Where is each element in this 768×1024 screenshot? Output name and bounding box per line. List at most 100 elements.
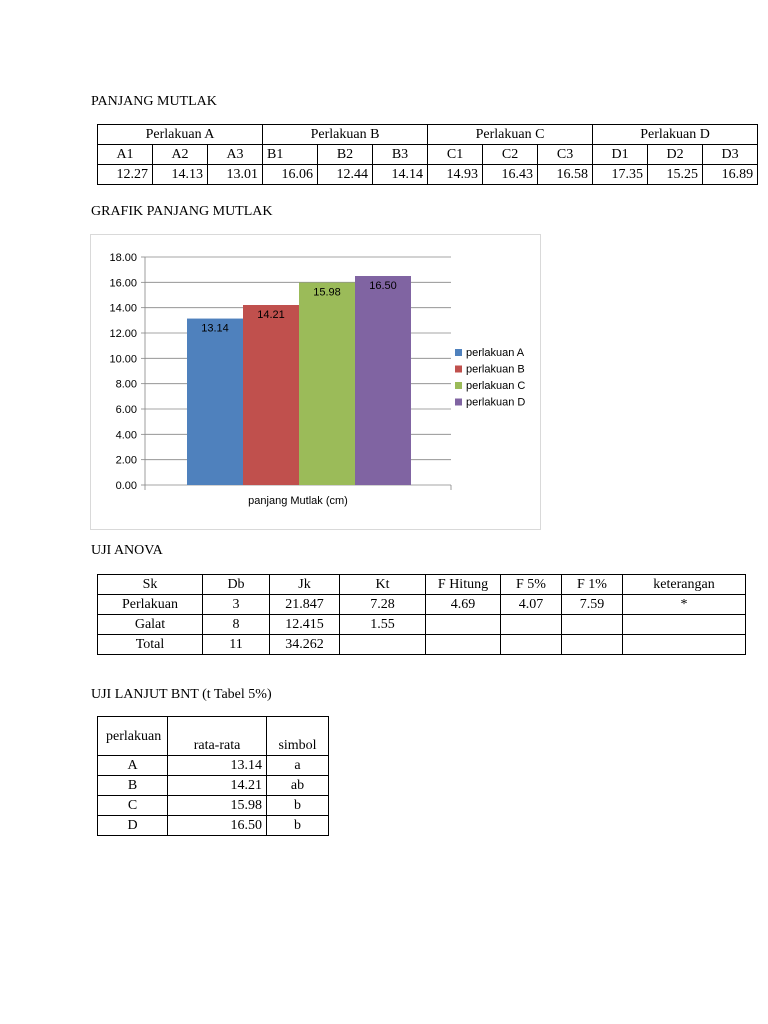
anova-cell	[561, 614, 623, 635]
value-cell: 17.35	[592, 164, 649, 185]
bnt-header: simbol	[266, 716, 329, 756]
bnt-cell: B	[97, 775, 168, 796]
anova-cell: 11	[202, 634, 270, 655]
anova-cell	[561, 634, 623, 655]
bar	[243, 305, 299, 485]
anova-cell	[500, 634, 562, 655]
anova-header: F 5%	[500, 574, 562, 595]
anova-cell: 21.847	[269, 594, 340, 615]
anova-header: F 1%	[561, 574, 623, 595]
value-cell: 16.06	[262, 164, 319, 185]
bnt-cell: a	[266, 755, 329, 776]
code-cell: B2	[317, 144, 374, 165]
legend-label: perlakuan D	[466, 397, 525, 409]
group-header: Perlakuan C	[427, 124, 594, 145]
y-tick-label: 2.00	[116, 455, 137, 467]
anova-row: Total 11 34.262	[97, 634, 746, 655]
code-cell: B3	[372, 144, 429, 165]
bnt-cell: b	[266, 815, 329, 836]
y-tick-label: 0.00	[116, 480, 137, 492]
code-cell: A2	[152, 144, 208, 165]
legend-label: perlakuan C	[466, 380, 525, 392]
anova-cell: 7.28	[339, 594, 426, 615]
anova-cell: 12.415	[269, 614, 340, 635]
anova-table: Sk Db Jk Kt F Hitung F 5% F 1% keteranga…	[97, 574, 746, 655]
bar	[299, 282, 355, 485]
y-tick-label: 10.00	[109, 353, 137, 365]
value-cell: 16.43	[482, 164, 539, 185]
panjang-mutlak-table: Perlakuan A Perlakuan B Perlakuan C Perl…	[96, 124, 759, 185]
bar-chart: 0.00 2.00 4.00 6.00 8.00 10.00 12.00 14.00 16.00…	[90, 234, 541, 530]
bar	[187, 318, 243, 485]
panjang-mutlak-title: PANJANG MUTLAK	[91, 94, 217, 109]
anova-row: Perlakuan 3 21.847 7.28 4.69 4.07 7.59 *	[97, 594, 746, 615]
bnt-cell: 13.14	[167, 755, 267, 776]
value-cell: 16.58	[537, 164, 594, 185]
y-tick-label: 14.00	[109, 303, 137, 315]
anova-cell: *	[622, 594, 746, 615]
code-cell: D3	[702, 144, 759, 165]
bar-chart-svg: 0.00 2.00 4.00 6.00 8.00 10.00 12.00 14.00 16.00…	[109, 252, 525, 507]
anova-cell	[339, 634, 426, 655]
anova-cell: 3	[202, 594, 270, 615]
anova-title: UJI ANOVA	[91, 543, 163, 558]
bnt-cell: b	[266, 795, 329, 816]
anova-cell	[622, 634, 746, 655]
code-cell: B1	[262, 144, 319, 165]
legend-swatch	[455, 398, 462, 406]
value-cell: 16.89	[702, 164, 759, 185]
bnt-table: perlakuan rata-rata simbol A 13.14 a B 1…	[97, 716, 329, 836]
anova-row: Galat 8 12.415 1.55	[97, 614, 746, 635]
code-cell: D1	[592, 144, 649, 165]
anova-cell	[425, 634, 501, 655]
code-cell: D2	[647, 144, 704, 165]
data-label: 13.14	[201, 323, 229, 335]
data-label: 16.50	[369, 280, 397, 292]
code-cell: C1	[427, 144, 484, 165]
anova-cell: 34.262	[269, 634, 340, 655]
anova-cell: 7.59	[561, 594, 623, 615]
value-cell: 14.93	[427, 164, 484, 185]
value-cell: 15.25	[647, 164, 704, 185]
bnt-cell: 14.21	[167, 775, 267, 796]
bnt-row: B 14.21 ab	[97, 775, 329, 796]
anova-header: keterangan	[622, 574, 746, 595]
legend-label: perlakuan B	[466, 364, 525, 376]
anova-cell: 8	[202, 614, 270, 635]
anova-cell	[425, 614, 501, 635]
value-cell: 12.44	[317, 164, 374, 185]
code-cell: C3	[537, 144, 594, 165]
group-header: Perlakuan A	[96, 124, 264, 145]
bnt-header: rata-rata	[167, 716, 267, 756]
code-cell: C2	[482, 144, 539, 165]
y-tick-label: 6.00	[116, 404, 137, 416]
bnt-cell: 16.50	[167, 815, 267, 836]
bnt-cell: 15.98	[167, 795, 267, 816]
anova-header: Kt	[339, 574, 426, 595]
legend-swatch	[455, 382, 462, 389]
data-label: 14.21	[257, 309, 285, 321]
value-cell: 14.14	[372, 164, 429, 185]
bnt-cell: A	[97, 755, 168, 776]
anova-cell: 4.07	[500, 594, 562, 615]
anova-cell	[500, 614, 562, 635]
group-header: Perlakuan B	[262, 124, 429, 145]
data-label: 15.98	[313, 287, 341, 299]
bar	[355, 276, 411, 485]
code-row: A1 A2 A3 B1 B2 B3 C1 C2 C3 D1 D2 D3	[97, 144, 759, 165]
value-row: 12.27 14.13 13.01 16.06 12.44 14.14 14.9…	[97, 164, 759, 185]
value-cell: 13.01	[206, 164, 264, 185]
code-cell: A3	[206, 144, 264, 165]
bnt-title: UJI LANJUT BNT (t Tabel 5%)	[91, 687, 272, 702]
y-tick-label: 4.00	[116, 429, 137, 441]
legend-label: perlakuan A	[466, 347, 525, 359]
bnt-header-row: perlakuan rata-rata simbol	[97, 716, 329, 756]
value-cell: 14.13	[152, 164, 208, 185]
legend-swatch	[455, 365, 462, 373]
y-tick-label: 16.00	[109, 277, 137, 289]
anova-cell: Total	[97, 634, 203, 655]
anova-header-row: Sk Db Jk Kt F Hitung F 5% F 1% keteranga…	[97, 574, 746, 595]
anova-header: Sk	[97, 574, 203, 595]
anova-cell: 4.69	[425, 594, 501, 615]
anova-header: F Hitung	[425, 574, 501, 595]
